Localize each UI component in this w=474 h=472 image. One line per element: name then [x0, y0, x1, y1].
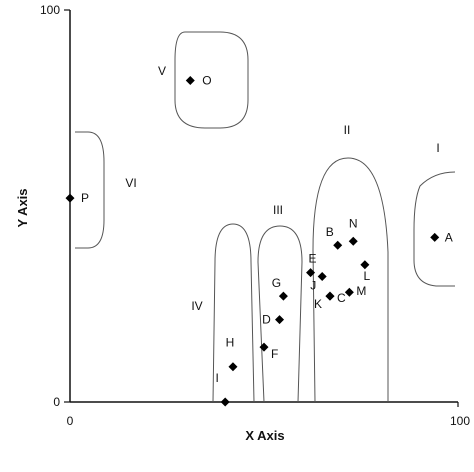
region-label-i: I [436, 141, 439, 155]
data-point-h [228, 362, 238, 372]
region-ii-outline [312, 157, 389, 403]
point-label-m: M [356, 284, 366, 298]
data-point-p [65, 193, 75, 203]
point-label-b: B [326, 225, 334, 239]
point-label-a: A [445, 230, 453, 244]
region-vi-outline [75, 131, 105, 249]
point-label-k: K [314, 297, 322, 311]
data-point-j [317, 272, 327, 282]
point-label-i: I [216, 371, 219, 385]
point-label-h: H [226, 336, 235, 350]
data-points-layer: A B C D E F G H I JK LM N O P [65, 74, 453, 407]
x-tick-label-0: 0 [67, 414, 74, 428]
data-point-a [430, 232, 440, 242]
point-label-f: F [271, 347, 278, 361]
data-point-n [348, 236, 358, 246]
data-point-f [259, 342, 269, 352]
region-i-outline [413, 171, 456, 287]
region-iii-outline [257, 225, 303, 403]
data-point-o [185, 76, 195, 86]
y-tick-label-0: 0 [53, 395, 60, 409]
point-label-c: C [337, 291, 346, 305]
point-label-l: L [364, 269, 371, 283]
region-label-ii: II [344, 123, 351, 137]
point-label-o: O [202, 74, 211, 88]
point-label-n: N [349, 216, 358, 230]
x-tick-label-100: 100 [450, 414, 470, 428]
region-iv-outline [212, 223, 255, 403]
region-label-v: V [158, 64, 166, 78]
data-point-i [220, 397, 230, 407]
data-point-g [278, 291, 288, 301]
point-label-j: J [310, 279, 316, 293]
point-label-p: P [81, 191, 89, 205]
y-axis-title: Y Axis [15, 188, 30, 227]
point-label-e: E [309, 252, 317, 266]
region-label-iv: IV [191, 299, 202, 313]
region-label-iii: III [273, 203, 283, 217]
point-label-g: G [272, 276, 281, 290]
data-point-k [325, 291, 335, 301]
point-label-d: D [262, 313, 271, 327]
data-point-b [333, 240, 343, 250]
data-point-e [306, 268, 316, 278]
x-axis-title: X Axis [245, 428, 284, 443]
data-point-m [344, 287, 354, 297]
region-v-outline [174, 31, 249, 129]
region-label-vi: VI [125, 176, 136, 190]
data-point-d [275, 315, 285, 325]
data-point-l [360, 260, 370, 270]
y-tick-label-100: 100 [40, 3, 60, 17]
